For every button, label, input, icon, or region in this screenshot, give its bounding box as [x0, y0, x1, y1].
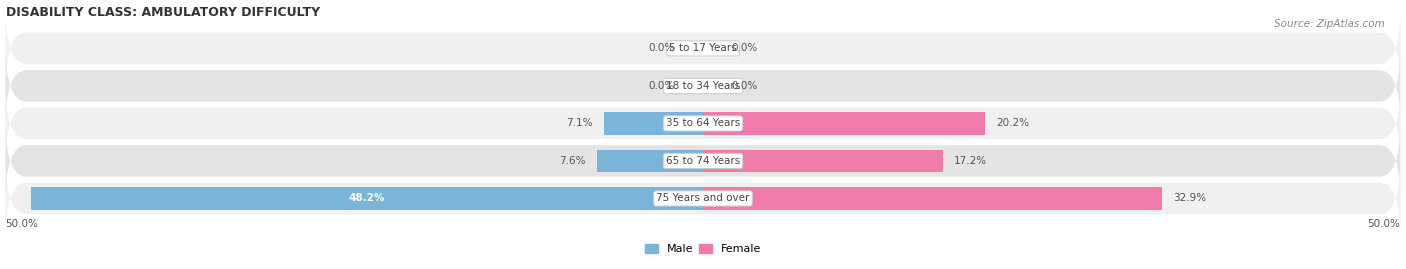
Text: 0.0%: 0.0%: [648, 43, 675, 53]
FancyBboxPatch shape: [6, 45, 1400, 126]
Bar: [703, 150, 943, 172]
Legend: Male, Female: Male, Female: [640, 239, 766, 259]
Text: 7.6%: 7.6%: [560, 156, 586, 166]
Text: 32.9%: 32.9%: [1173, 193, 1206, 203]
Text: 18 to 34 Years: 18 to 34 Years: [666, 81, 740, 91]
Text: DISABILITY CLASS: AMBULATORY DIFFICULTY: DISABILITY CLASS: AMBULATORY DIFFICULTY: [6, 6, 319, 19]
Text: 50.0%: 50.0%: [1368, 219, 1400, 229]
FancyBboxPatch shape: [6, 8, 1400, 89]
Bar: [31, 187, 703, 210]
Text: 0.0%: 0.0%: [731, 81, 758, 91]
Text: 48.2%: 48.2%: [349, 193, 385, 203]
FancyBboxPatch shape: [6, 83, 1400, 164]
Text: 0.0%: 0.0%: [648, 81, 675, 91]
Text: 7.1%: 7.1%: [567, 118, 593, 128]
Text: 0.0%: 0.0%: [731, 43, 758, 53]
Text: 50.0%: 50.0%: [6, 219, 38, 229]
Bar: [703, 187, 1161, 210]
Bar: [703, 112, 984, 135]
Text: 65 to 74 Years: 65 to 74 Years: [666, 156, 740, 166]
FancyBboxPatch shape: [6, 158, 1400, 239]
Bar: [605, 112, 703, 135]
Text: Source: ZipAtlas.com: Source: ZipAtlas.com: [1274, 19, 1385, 29]
Text: 5 to 17 Years: 5 to 17 Years: [669, 43, 737, 53]
FancyBboxPatch shape: [6, 121, 1400, 201]
Text: 17.2%: 17.2%: [955, 156, 987, 166]
Text: 35 to 64 Years: 35 to 64 Years: [666, 118, 740, 128]
Bar: [598, 150, 703, 172]
Text: 20.2%: 20.2%: [995, 118, 1029, 128]
Text: 75 Years and over: 75 Years and over: [657, 193, 749, 203]
